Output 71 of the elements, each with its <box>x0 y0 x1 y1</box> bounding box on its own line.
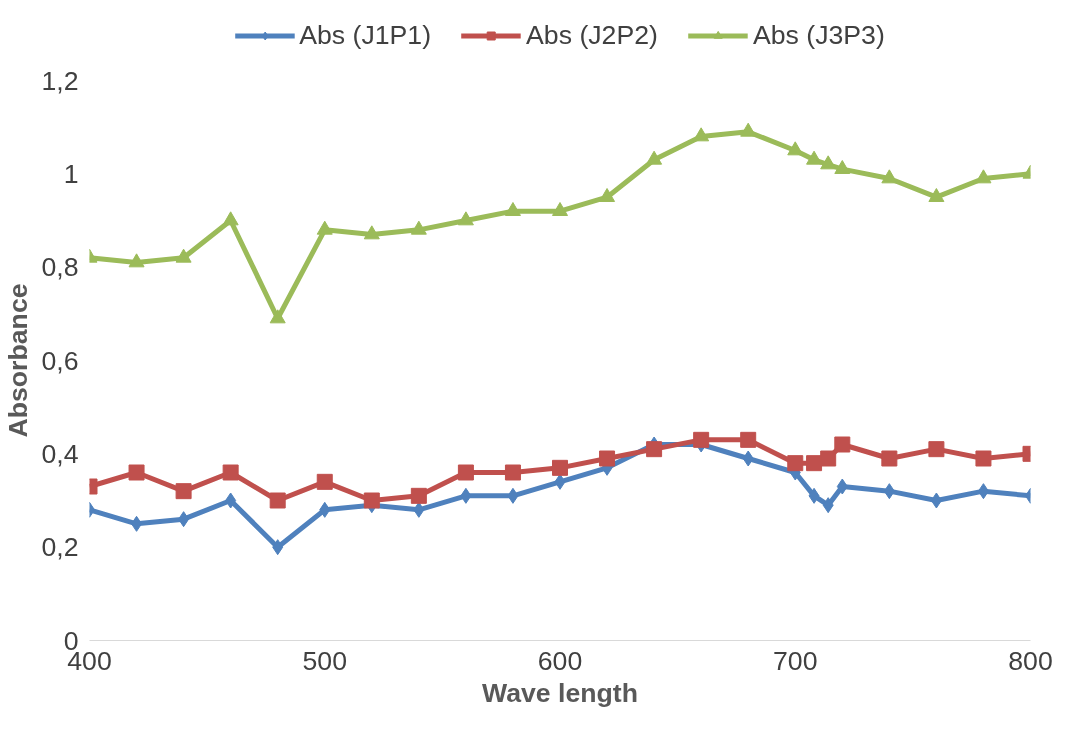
point <box>808 487 820 504</box>
point <box>928 188 945 202</box>
point <box>175 483 192 500</box>
point <box>131 515 143 532</box>
x-tick-label: 700 <box>773 645 818 676</box>
point <box>460 487 472 504</box>
point <box>319 501 331 518</box>
point <box>552 459 568 476</box>
point <box>316 220 333 235</box>
point <box>693 431 710 448</box>
point <box>646 150 663 165</box>
y-tick-label: 0,6 <box>41 345 79 376</box>
point <box>599 450 616 467</box>
point <box>507 487 519 504</box>
point <box>806 455 823 472</box>
point <box>178 511 190 528</box>
point <box>834 436 851 453</box>
x-tick-label: 500 <box>302 645 347 676</box>
point <box>222 464 239 481</box>
x-axis-title: Wave length <box>482 677 639 708</box>
point <box>410 220 427 235</box>
y-tick-label: 1 <box>63 158 79 189</box>
point <box>316 473 333 490</box>
point <box>881 450 898 467</box>
point <box>128 464 145 481</box>
point <box>787 455 804 472</box>
legend-label: Abs (J1P1) <box>299 19 432 51</box>
point <box>272 539 284 556</box>
point <box>552 202 568 216</box>
point <box>457 464 474 481</box>
point <box>930 492 942 509</box>
point <box>928 441 945 458</box>
y-axis-title: Absorbance <box>3 283 34 438</box>
point <box>554 473 566 490</box>
y-tick-label: 0,8 <box>41 252 79 283</box>
point <box>363 492 380 509</box>
point <box>836 478 848 495</box>
point <box>806 150 823 165</box>
legend-label: Abs (J3P3) <box>752 19 885 51</box>
y-tick-label: 0,4 <box>41 438 79 469</box>
point <box>975 169 992 184</box>
point <box>599 188 616 202</box>
point <box>128 253 145 268</box>
point <box>820 450 837 467</box>
point <box>225 492 237 509</box>
point <box>269 309 286 324</box>
point <box>881 169 898 184</box>
point <box>175 248 192 263</box>
point <box>222 211 239 226</box>
point <box>457 211 474 226</box>
point <box>646 441 663 458</box>
point <box>977 483 989 500</box>
y-tick-label: 0,2 <box>41 532 79 563</box>
point <box>693 127 710 142</box>
point <box>740 431 757 448</box>
point <box>269 492 286 509</box>
point <box>413 501 425 518</box>
point <box>975 450 992 467</box>
point <box>363 225 380 240</box>
point <box>822 497 834 514</box>
point <box>883 483 895 500</box>
point <box>504 202 521 216</box>
point <box>820 155 837 170</box>
point <box>504 464 521 481</box>
x-tick-label: 600 <box>537 645 583 676</box>
y-tick-label: 1,2 <box>41 65 79 96</box>
point <box>410 487 427 504</box>
legend-label: Abs (J2P2) <box>526 19 658 51</box>
point <box>834 160 851 174</box>
point <box>742 450 754 467</box>
x-tick-label: 800 <box>1008 645 1053 676</box>
